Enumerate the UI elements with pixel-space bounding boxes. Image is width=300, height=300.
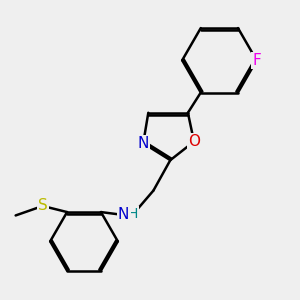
Text: N: N xyxy=(137,136,149,151)
Text: N: N xyxy=(118,208,129,223)
Text: O: O xyxy=(188,134,200,149)
Text: H: H xyxy=(128,207,138,221)
Text: S: S xyxy=(38,199,48,214)
Text: F: F xyxy=(252,53,261,68)
